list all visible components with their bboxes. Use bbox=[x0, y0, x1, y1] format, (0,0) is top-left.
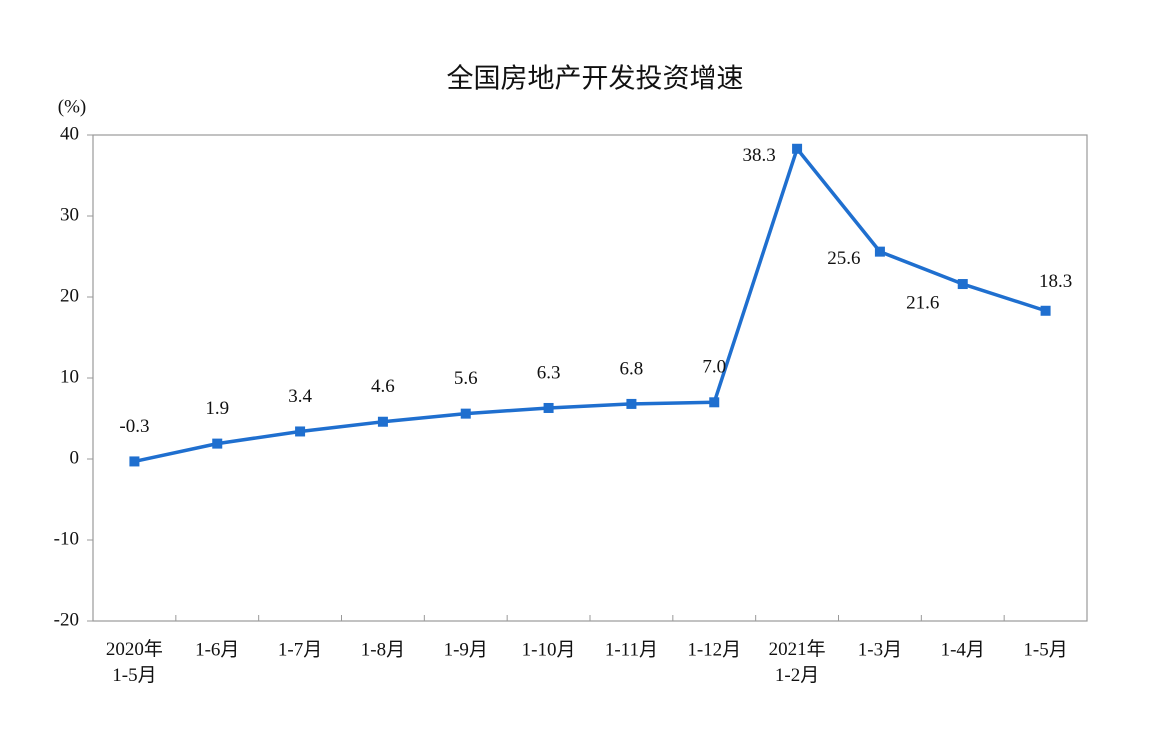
data-label: 1.9 bbox=[205, 398, 229, 419]
x-tick-label: 1-7月 bbox=[278, 639, 322, 660]
point bbox=[874, 246, 885, 257]
point bbox=[460, 408, 471, 419]
point bbox=[295, 426, 306, 437]
point bbox=[626, 398, 637, 409]
y-tick-label: 20 bbox=[60, 285, 79, 306]
point bbox=[129, 456, 140, 467]
data-label: 38.3 bbox=[742, 145, 775, 166]
x-tick-label: 1-5月 bbox=[1023, 639, 1067, 660]
x-tick-label: 1-12月 bbox=[687, 639, 741, 660]
data-label: 7.0 bbox=[702, 357, 726, 378]
data-label: 3.4 bbox=[288, 386, 312, 407]
x-tick-label: 1-8月 bbox=[361, 639, 405, 660]
x-tick-label: 1-3月 bbox=[858, 639, 902, 660]
point bbox=[957, 279, 968, 290]
point bbox=[1040, 305, 1051, 316]
point bbox=[543, 402, 554, 413]
y-tick-label: 40 bbox=[60, 123, 79, 144]
data-label: 18.3 bbox=[1039, 271, 1072, 292]
data-label: 21.6 bbox=[906, 292, 939, 313]
x-tick-label: 1-9月 bbox=[444, 639, 488, 660]
y-tick-label: 0 bbox=[70, 447, 80, 468]
point bbox=[792, 143, 803, 154]
data-label: -0.3 bbox=[119, 416, 149, 437]
y-tick-label: 30 bbox=[60, 204, 79, 225]
y-tick-label: 10 bbox=[60, 366, 79, 387]
data-label: 5.6 bbox=[454, 368, 478, 389]
data-label: 6.3 bbox=[537, 362, 561, 383]
data-label: 6.8 bbox=[620, 358, 644, 379]
plot-frame bbox=[92, 134, 1088, 622]
point bbox=[212, 438, 223, 449]
y-tick-label: -10 bbox=[54, 528, 79, 549]
y-tick-label: -20 bbox=[54, 609, 79, 630]
line bbox=[134, 147, 1047, 464]
x-tick-label: 1-10月 bbox=[522, 639, 576, 660]
chart-title: 全国房地产开发投资增速 bbox=[447, 64, 744, 95]
x-tick-label: 1-4月 bbox=[941, 639, 985, 660]
x-tick-label: 1-6月 bbox=[195, 639, 239, 660]
x-tick-label: 1-11月 bbox=[605, 639, 658, 660]
x-tick-label: 2020年 1-5月 bbox=[106, 638, 163, 686]
point bbox=[709, 397, 720, 408]
data-label: 4.6 bbox=[371, 376, 395, 397]
data-label: 25.6 bbox=[827, 248, 860, 269]
point bbox=[377, 416, 388, 427]
x-tick-label: 2021年 1-2月 bbox=[769, 638, 826, 686]
y-axis-label: (%) bbox=[58, 96, 86, 117]
